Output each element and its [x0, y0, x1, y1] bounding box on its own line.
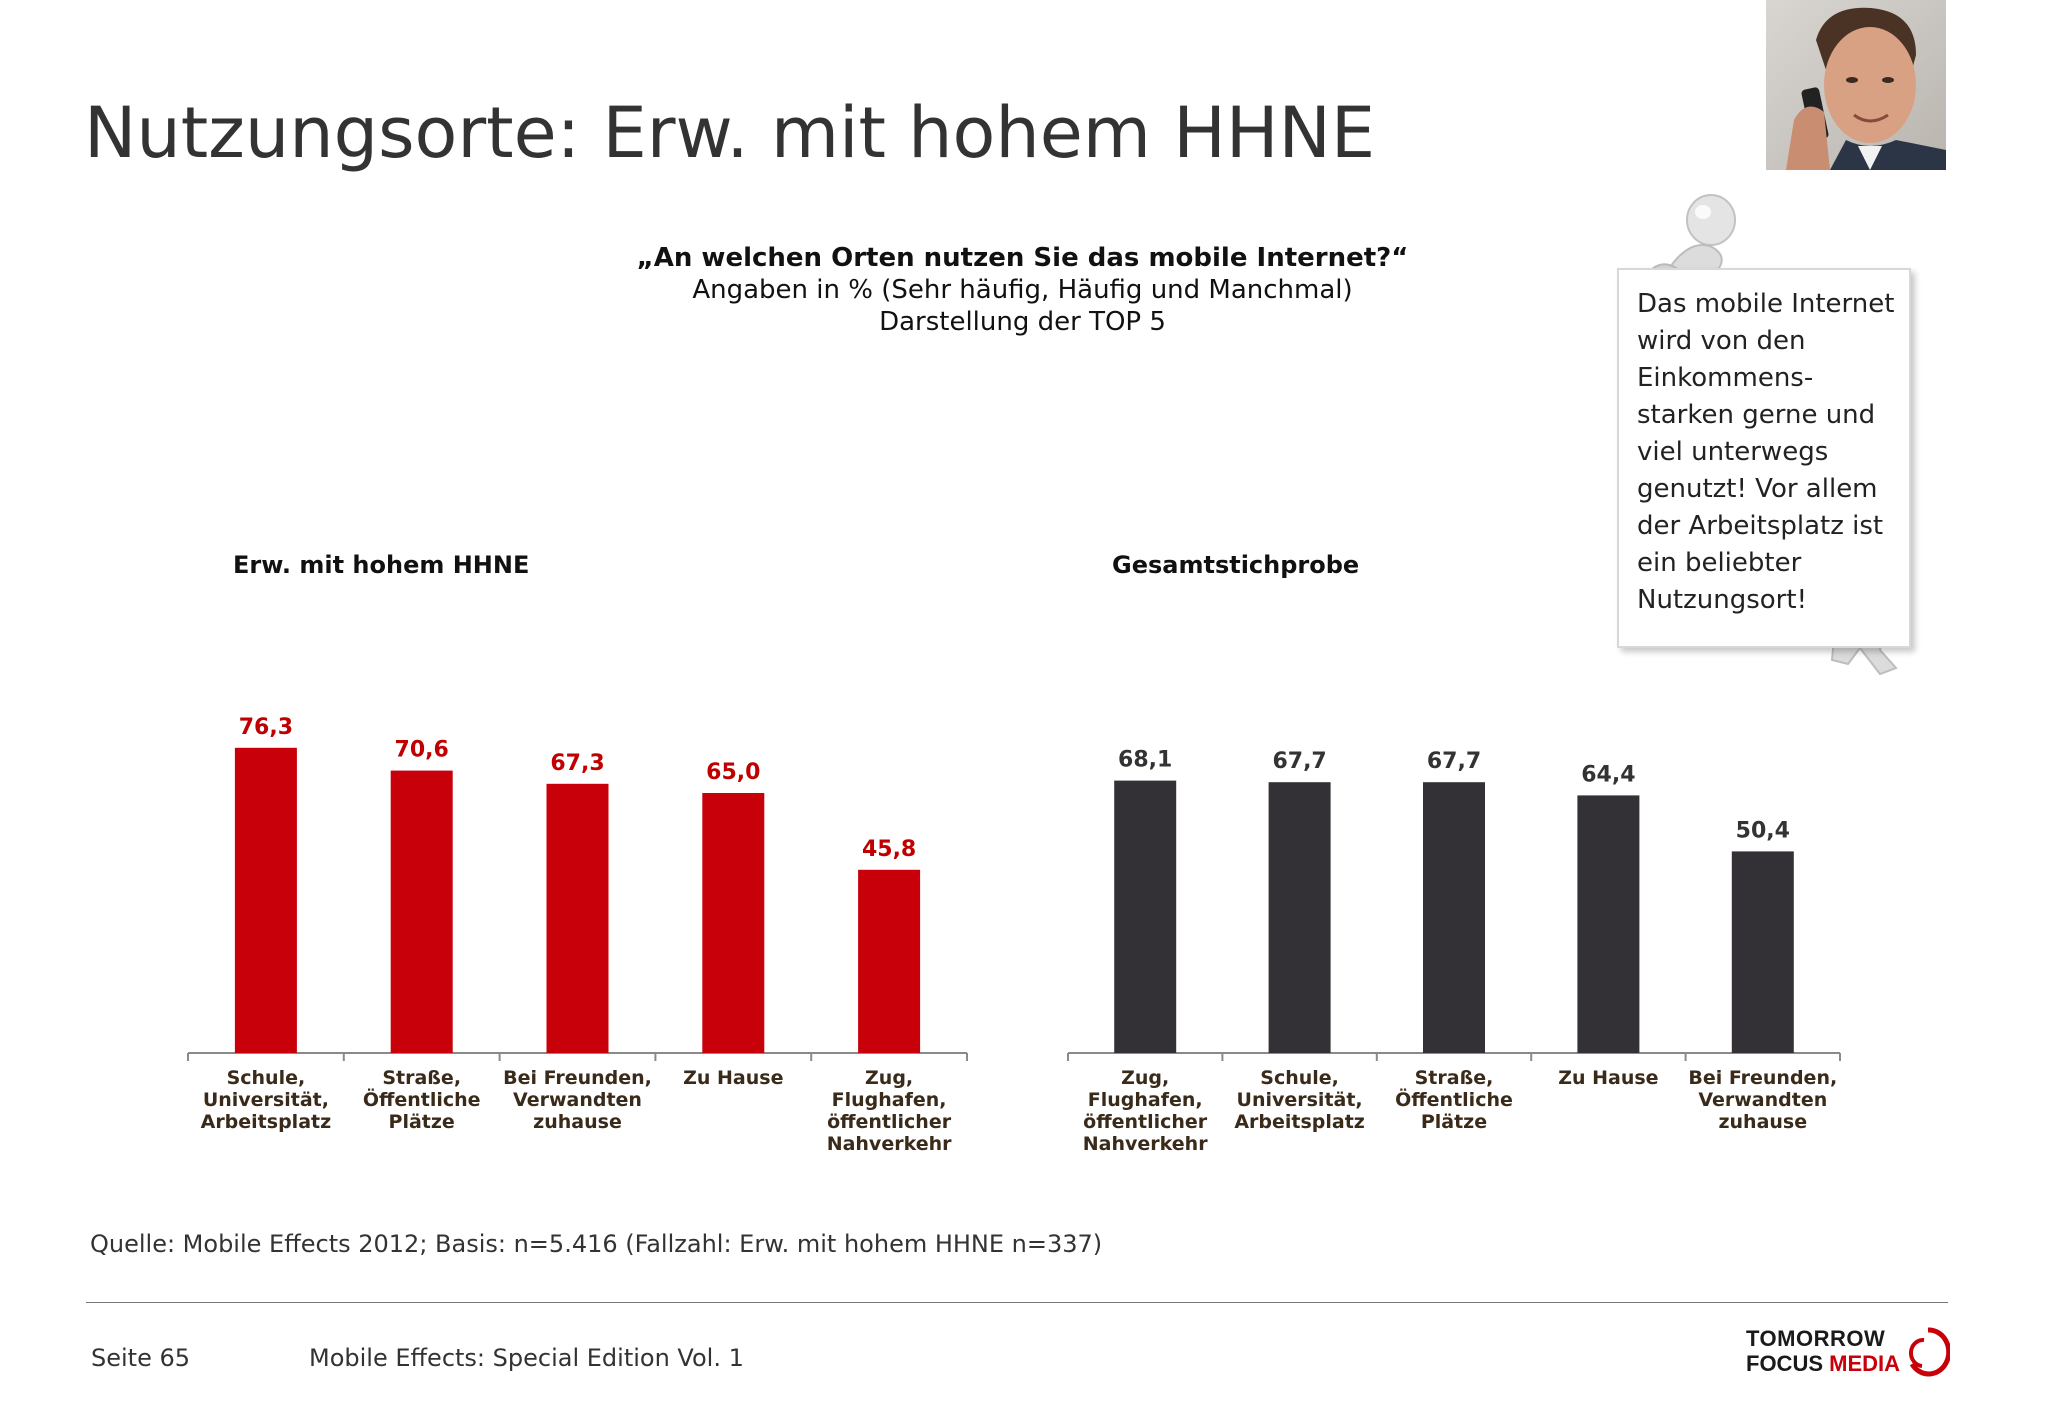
chart-1-bar [702, 793, 765, 1053]
chart-2-bar [1114, 780, 1177, 1053]
chart-2-value-label: 68,1 [1118, 748, 1172, 773]
chart-2-category-label: Straße, Öffentliche Plätze [1395, 1067, 1513, 1133]
chart-1-value-label: 76,3 [239, 715, 293, 740]
chart-1-bar [234, 747, 297, 1053]
chart-1-bar [858, 869, 921, 1053]
chart-2-value-label: 50,4 [1736, 818, 1790, 843]
tomorrow-focus-media-logo: TOMORROW FOCUS MEDIA [1746, 1326, 1951, 1378]
chart-2-category-label: Zug, Flughafen, öffentlicher Nahverkehr [1082, 1067, 1208, 1155]
footer-divider [86, 1302, 1948, 1303]
chart-1-category-label: Schule, Universität, Arbeitsplatz [200, 1067, 332, 1133]
logo-line-1: TOMORROW [1746, 1326, 1886, 1351]
source-note: Quelle: Mobile Effects 2012; Basis: n=5.… [90, 1230, 1103, 1258]
chart-2-bar [1577, 795, 1640, 1053]
question-subtitle-2: Darstellung der TOP 5 [879, 307, 1166, 337]
chart-1-category-label: Straße, Öffentliche Plätze [362, 1067, 481, 1133]
chart-2-value-label: 67,7 [1427, 749, 1481, 774]
chart-1-bar [390, 770, 453, 1053]
chart-1-value-label: 70,6 [395, 738, 449, 763]
chart-2-title: Gesamtstichprobe [1112, 551, 1360, 579]
note-card [1617, 268, 1911, 648]
logo-line-2: FOCUS MEDIA [1746, 1351, 1900, 1377]
chart-1-value-label: 67,3 [550, 751, 604, 776]
chart-2-category-label: Schule, Universität, Arbeitsplatz [1234, 1067, 1365, 1133]
survey-question: „An welchen Orten nutzen Sie das mobile … [636, 243, 1409, 273]
page-number: Seite 65 [91, 1344, 191, 1372]
slide-title: Nutzungsorte: Erw. mit hohem HHNE [84, 92, 1376, 174]
chart-2-category-label: Bei Freunden, Verwandten zuhause [1688, 1067, 1838, 1133]
chart-2-value-label: 67,7 [1272, 749, 1326, 774]
chart-1-category-label: Bei Freunden, Verwandten zuhause [503, 1067, 652, 1133]
chart-1-category-label: Zug, Flughafen, öffentlicher Nahverkehr [826, 1067, 952, 1155]
chart-1-value-label: 45,8 [862, 837, 916, 862]
logo-swirl-icon [1909, 1327, 1950, 1377]
note-text: Das mobile Internet wird von den Einkomm… [1637, 289, 1895, 615]
businessman-on-phone-photo [1766, 0, 1946, 170]
chart-1-bar [546, 783, 609, 1053]
publication-title: Mobile Effects: Special Edition Vol. 1 [309, 1344, 744, 1372]
chart-1-value-label: 65,0 [706, 760, 760, 785]
chart-2-bar [1731, 851, 1794, 1053]
question-subtitle: Angaben in % (Sehr häufig, Häufig und Ma… [692, 275, 1353, 305]
chart-1-title: Erw. mit hohem HHNE [233, 551, 530, 579]
chart-2-category-label: Zu Hause [1558, 1067, 1659, 1089]
chart-2-value-label: 64,4 [1581, 762, 1635, 787]
chart-2-bar [1423, 782, 1485, 1053]
chart-1-category-label: Zu Hause [683, 1067, 784, 1089]
chart-2-bar [1268, 782, 1331, 1053]
logo-focus: FOCUS [1746, 1351, 1823, 1376]
logo-media: MEDIA [1829, 1351, 1901, 1376]
question-block: „An welchen Orten nutzen Sie das mobile … [560, 242, 1485, 338]
